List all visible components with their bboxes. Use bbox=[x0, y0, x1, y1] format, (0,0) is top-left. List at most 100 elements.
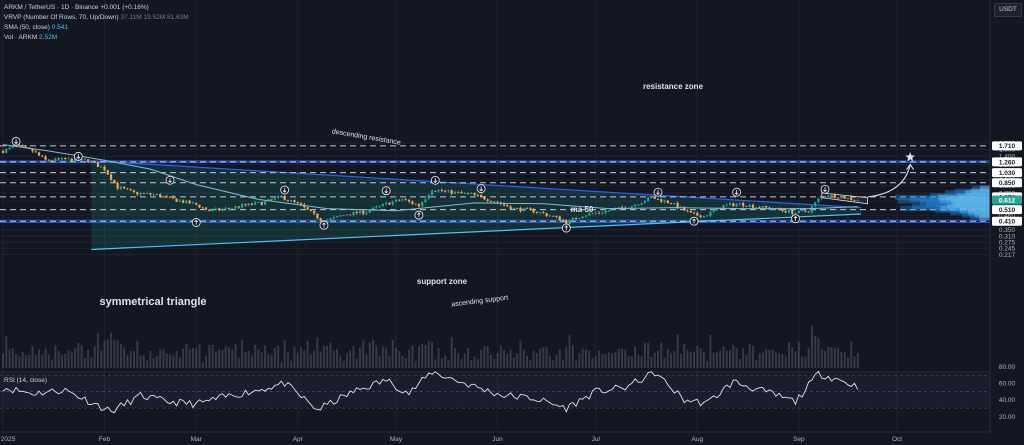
volume-bar bbox=[408, 349, 411, 368]
volume-bar bbox=[539, 348, 542, 368]
volume-profile-row bbox=[900, 205, 990, 212]
volume-bar bbox=[489, 354, 492, 368]
volume-bar bbox=[195, 347, 198, 368]
volume-bar bbox=[522, 350, 525, 368]
volume-bar bbox=[729, 349, 732, 368]
candle-body bbox=[656, 198, 660, 200]
volume-bar bbox=[526, 355, 528, 368]
level-badge bbox=[992, 178, 1022, 188]
volume-bar bbox=[450, 337, 453, 368]
volume-bar bbox=[833, 347, 836, 368]
candle-body bbox=[37, 152, 41, 156]
volume-bar bbox=[198, 343, 201, 368]
volume-bar bbox=[732, 345, 735, 368]
volume-bar bbox=[607, 352, 610, 368]
candle-body bbox=[273, 197, 276, 200]
candle-body bbox=[683, 206, 686, 211]
candle-body bbox=[532, 209, 535, 213]
candle-body bbox=[168, 196, 172, 198]
candle-body bbox=[139, 192, 142, 195]
volume-bar bbox=[313, 350, 316, 368]
candle-body bbox=[211, 209, 214, 212]
volume-bar bbox=[657, 350, 659, 368]
up-arrow-mark-glyph bbox=[194, 219, 199, 225]
volume-bar bbox=[326, 345, 329, 368]
candle-body bbox=[453, 191, 457, 194]
candle-body bbox=[250, 203, 253, 205]
candle-body bbox=[470, 193, 473, 195]
candle-body bbox=[257, 201, 260, 203]
volume-bar bbox=[830, 347, 833, 368]
volume-bar bbox=[424, 344, 427, 368]
volume-bar bbox=[774, 352, 777, 368]
volume-bar bbox=[182, 348, 185, 368]
candle-body bbox=[620, 207, 624, 208]
volume-bar bbox=[309, 354, 312, 368]
volume-profile-row-up bbox=[979, 214, 990, 220]
volume-bar bbox=[146, 360, 149, 368]
candle-body bbox=[601, 212, 604, 214]
candle-body bbox=[172, 196, 175, 199]
candle-body bbox=[136, 192, 139, 195]
volume-bar bbox=[218, 349, 221, 368]
candle-body bbox=[663, 200, 666, 202]
candle-body bbox=[195, 202, 198, 205]
volume-bar bbox=[683, 343, 686, 368]
volume-bar bbox=[817, 337, 820, 368]
volume-bar bbox=[133, 351, 135, 368]
volume-bar bbox=[306, 340, 309, 368]
volume-bar bbox=[791, 347, 794, 368]
candle-body bbox=[745, 206, 748, 207]
candle-body bbox=[506, 205, 509, 207]
volume-bar bbox=[74, 347, 77, 368]
volume-bar bbox=[453, 348, 456, 368]
candle-body bbox=[555, 216, 558, 217]
volume-bar bbox=[139, 355, 142, 368]
volume-bar bbox=[260, 352, 263, 368]
volume-profile-row-up bbox=[947, 203, 990, 210]
legend-vrvp[interactable]: VRVP (Number Of Rows, 70, Up/Down) bbox=[4, 14, 119, 21]
candle-body bbox=[607, 210, 610, 212]
volume-bar bbox=[11, 347, 14, 368]
candle-body bbox=[578, 218, 581, 219]
volume-bar bbox=[15, 354, 18, 368]
volume-bar bbox=[565, 347, 568, 368]
candle-body bbox=[41, 155, 44, 157]
price-tick-label: 0.245 bbox=[999, 246, 1016, 253]
candle-body bbox=[670, 202, 673, 205]
descending-resistance-label: descending resistance bbox=[331, 128, 401, 146]
volume-bar bbox=[316, 337, 319, 368]
volume-bar bbox=[106, 339, 109, 368]
volume-bar bbox=[794, 351, 797, 368]
currency-badge[interactable]: USDT bbox=[994, 3, 1022, 17]
volume-bar bbox=[159, 349, 162, 368]
candle-body bbox=[116, 182, 119, 189]
volume-profile bbox=[895, 185, 990, 220]
volume-bar bbox=[155, 355, 158, 368]
candle-body bbox=[440, 190, 443, 191]
candle-body bbox=[316, 213, 319, 219]
volume-bar bbox=[254, 344, 257, 368]
volume-bar bbox=[758, 353, 761, 368]
candle-body bbox=[178, 200, 181, 202]
star-icon bbox=[905, 152, 915, 162]
legend-symbol[interactable]: ARKM / TetherUS · 1D · Binance bbox=[4, 4, 99, 11]
rsi-legend[interactable]: RSI (14, close) bbox=[4, 377, 47, 384]
volume-bar bbox=[349, 350, 352, 368]
ascending-support-label: ascending support bbox=[451, 295, 509, 309]
candle-body bbox=[18, 145, 21, 147]
candle-body bbox=[299, 203, 303, 205]
volume-bar bbox=[188, 348, 191, 368]
volume-bar bbox=[339, 356, 342, 368]
legend-vol[interactable]: Vol · ARKM bbox=[4, 34, 38, 41]
legend-sma[interactable]: SMA (50, close) bbox=[4, 24, 50, 31]
time-tick-label: May bbox=[390, 436, 403, 443]
volume-bar bbox=[781, 354, 784, 368]
time-tick-label: Feb bbox=[99, 436, 111, 443]
volume-bar bbox=[483, 345, 486, 368]
volume-bar bbox=[31, 346, 34, 368]
candle-body bbox=[853, 199, 856, 201]
volume-bar bbox=[417, 346, 420, 368]
symmetrical-triangle-label: symmetrical triangle bbox=[100, 296, 207, 308]
